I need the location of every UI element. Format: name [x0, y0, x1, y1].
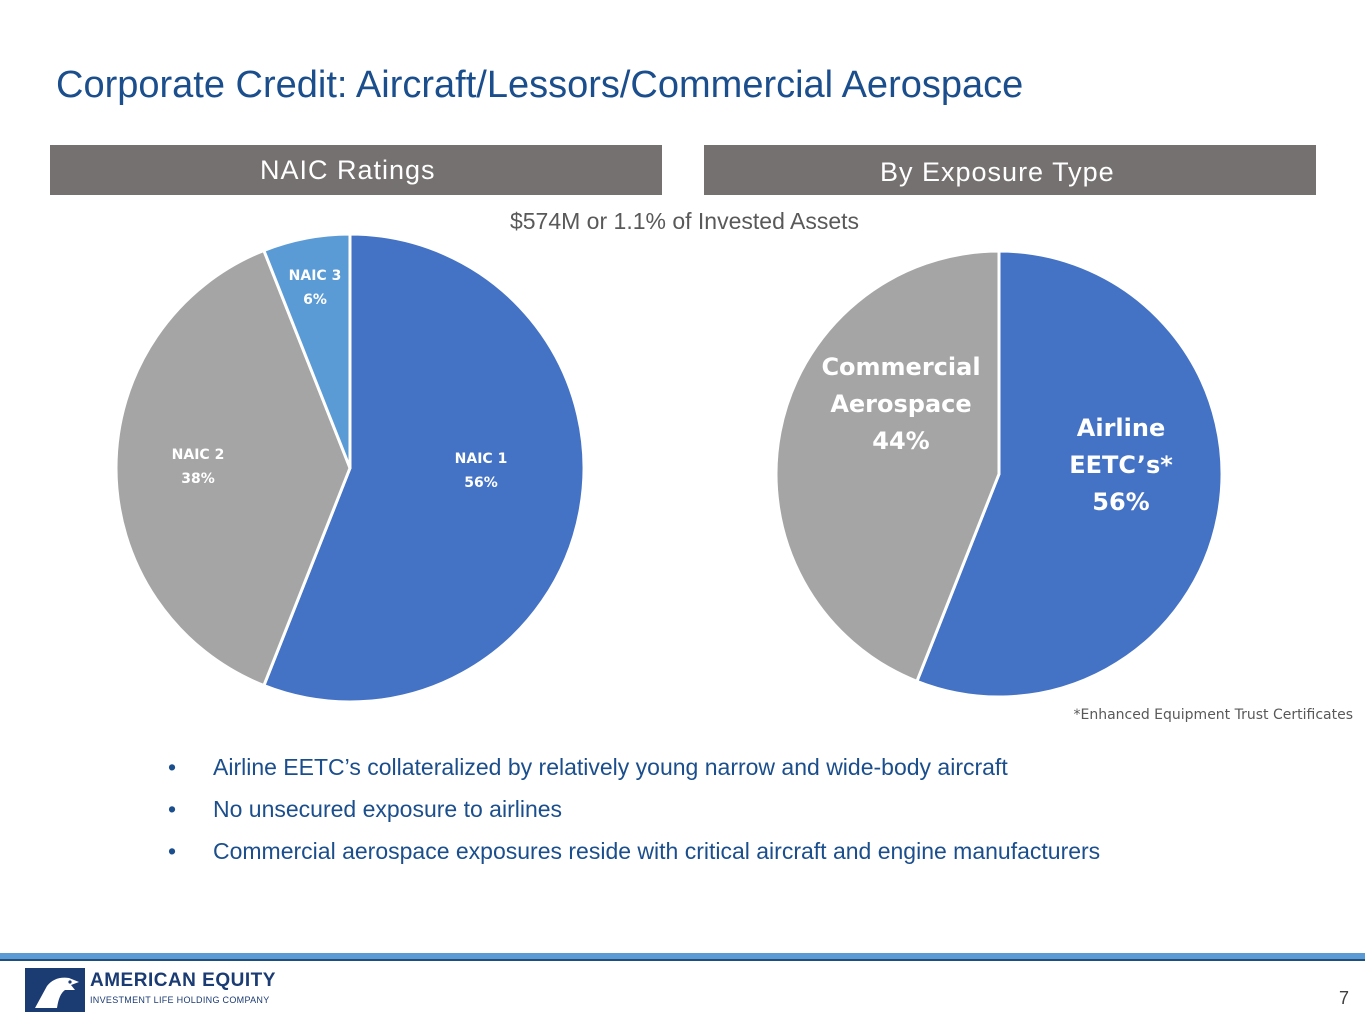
- bullet-item: • Commercial aerospace exposures reside w…: [168, 836, 1100, 878]
- pie-slice-naic-1: [261, 232, 586, 704]
- bullet-dot: •: [168, 796, 177, 822]
- bullet-item: • No unsecured exposure to airlines: [168, 794, 1100, 836]
- pie-charts: NAIC 1 56% NAIC 2 38% NAIC 3 6% Airline EETC’s…: [114, 232, 1224, 704]
- bullet-item: • Airline EETC’s collateralized by relati…: [168, 752, 1100, 794]
- company-logo: AMERICAN EQUITY INVESTMENT LIFE HOLDING …: [25, 968, 285, 1012]
- page-number: 7: [1338, 988, 1349, 1008]
- pie-slice-airline-eetc-s: [914, 249, 1224, 699]
- logo-tagline: INVESTMENT LIFE HOLDING COMPANY: [90, 995, 270, 1005]
- bullet-text: Airline EETC’s collateralized by relativ…: [213, 754, 1008, 780]
- pie-data-label: Commercial Aerospace 44%: [821, 353, 980, 455]
- bullet-dot: •: [168, 838, 177, 864]
- pie-data-label: NAIC 3 6%: [289, 268, 342, 308]
- eagle-logo-icon: [25, 968, 85, 1012]
- logo-name: AMERICAN EQUITY: [90, 970, 276, 991]
- section-header-label: By Exposure Type: [880, 156, 1115, 187]
- footer-accent-line: [0, 953, 1365, 959]
- pie-slice-naic-3: [261, 232, 352, 469]
- pie-slice-naic-2: [114, 248, 352, 688]
- pie-data-label: NAIC 2 38%: [172, 447, 225, 487]
- exposure-type-pie-chart: Airline EETC’s* 56% Commercial Aerospace 44%: [774, 249, 1224, 699]
- pie-data-label: NAIC 1 56%: [455, 451, 508, 491]
- pie-slice-commercial-aerospace: [774, 249, 1001, 684]
- footnote: *Enhanced Equipment Trust Certificates: [1073, 707, 1353, 723]
- section-header-naic-ratings: NAIC Ratings: [50, 145, 662, 195]
- pie-data-label: Airline EETC’s* 56%: [1069, 414, 1173, 516]
- bullet-dot: •: [168, 754, 177, 780]
- bullet-text: No unsecured exposure to airlines: [213, 796, 563, 822]
- section-header-label: NAIC Ratings: [260, 154, 436, 185]
- naic-ratings-pie-chart: NAIC 1 56% NAIC 2 38% NAIC 3 6%: [114, 232, 586, 704]
- slide-title: Corporate Credit: Aircraft/Lessors/Comme…: [56, 64, 1024, 106]
- bullet-text: Commercial aerospace exposures reside wi…: [213, 838, 1101, 864]
- footer-divider: [0, 959, 1365, 961]
- bullet-list: • Airline EETC’s collateralized by relati…: [168, 752, 1100, 878]
- invested-assets-subtitle: $574M or 1.1% of Invested Assets: [509, 208, 860, 234]
- section-header-exposure-type: By Exposure Type: [704, 145, 1316, 195]
